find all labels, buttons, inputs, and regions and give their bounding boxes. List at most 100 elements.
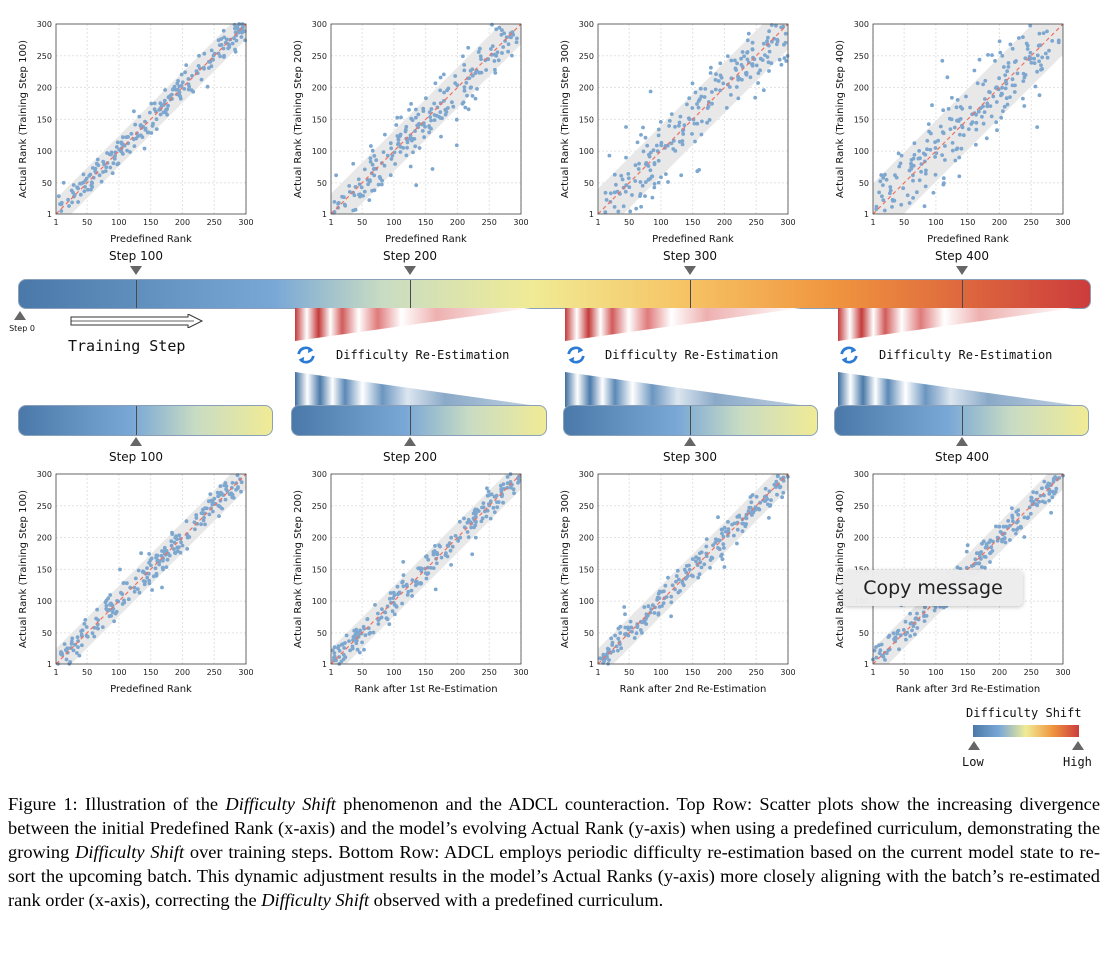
y-tick-label: 300	[37, 470, 52, 479]
scatter-point	[615, 189, 620, 194]
y-tick-label: 50	[317, 629, 327, 638]
scatter-point	[908, 634, 913, 638]
scatter-point	[704, 544, 709, 549]
scatter-point	[1025, 47, 1030, 51]
scatter-point	[895, 629, 900, 634]
scatter-point	[199, 522, 204, 527]
scatter-point	[211, 57, 216, 62]
scatter-point	[922, 619, 927, 623]
scatter-point	[237, 30, 241, 35]
scatter-point	[639, 204, 643, 209]
scatter-point	[1002, 536, 1007, 541]
scatter-point	[218, 504, 222, 509]
scatter-point	[637, 161, 641, 166]
scatter-point	[911, 163, 916, 168]
scatter-point	[989, 114, 994, 119]
scatter-point	[958, 132, 962, 137]
scatter-point	[725, 54, 730, 58]
scatter-point	[659, 175, 663, 180]
scatter-point	[404, 582, 409, 587]
scatter-point	[63, 648, 68, 652]
scatter-point	[404, 124, 409, 129]
scatter-point	[227, 43, 232, 47]
scatter-point	[376, 182, 381, 187]
scatter-point	[740, 521, 745, 526]
y-tick-label: 150	[854, 565, 869, 574]
scatter-point	[630, 629, 634, 634]
scatter-point	[212, 496, 217, 501]
scatter-point	[494, 493, 499, 498]
scatter-point	[209, 48, 214, 53]
scatter-point	[470, 552, 475, 557]
scatter-point	[114, 609, 119, 614]
scatter-point	[96, 618, 100, 622]
scatter-point	[355, 647, 360, 652]
scatter-point	[112, 619, 116, 624]
scatter-point	[638, 628, 643, 632]
scatter-point	[379, 615, 384, 620]
scatter-point	[749, 500, 754, 505]
scatter-point	[433, 544, 437, 548]
scatter-point	[941, 176, 946, 181]
scatter-point	[495, 50, 500, 55]
scatter-point	[491, 505, 496, 510]
scatter-point	[169, 543, 174, 548]
scatter-point	[446, 106, 450, 110]
scatter-point	[161, 567, 165, 572]
scatter-point	[1008, 42, 1013, 47]
scatter-point	[983, 565, 987, 570]
copy-message-tooltip[interactable]: Copy message	[843, 570, 1023, 606]
scatter-point	[376, 611, 380, 616]
scatter-point	[432, 101, 437, 106]
scatter-point	[401, 146, 406, 150]
scatter-point	[750, 47, 755, 52]
scatter-point	[351, 638, 356, 643]
scatter-point	[239, 489, 243, 494]
scatter-point	[911, 178, 915, 183]
scatter-point	[392, 593, 397, 598]
y-tick-label: 1	[322, 660, 327, 669]
scatter-point	[990, 53, 994, 57]
scatter-point	[616, 648, 620, 653]
y-tick-label: 300	[579, 20, 594, 29]
y-tick-label: 150	[312, 115, 327, 124]
x-tick-label: 100	[386, 668, 401, 677]
scatter-point	[1011, 519, 1015, 524]
scatter-point	[640, 631, 644, 635]
scatter-point	[445, 543, 450, 548]
scatter-point	[343, 655, 348, 660]
scatter-point	[427, 110, 432, 115]
y-tick-label: 150	[37, 115, 52, 124]
scatter-point	[1050, 39, 1055, 43]
scatter-point	[138, 133, 143, 138]
scatter-point	[85, 187, 90, 192]
scatter-point	[494, 27, 499, 32]
scatter-point	[966, 127, 971, 131]
scatter-point	[974, 112, 978, 117]
scatter-point	[450, 544, 455, 549]
scatter-point	[170, 530, 174, 535]
scatter-point	[207, 512, 212, 517]
scatter-point	[931, 190, 936, 195]
scatter-point	[697, 572, 702, 577]
scatter-point	[891, 631, 896, 636]
scatter-point	[700, 119, 704, 124]
scatter-point	[779, 62, 784, 67]
scatter-point	[158, 112, 163, 117]
timeline-tick-100	[136, 280, 137, 308]
scatter-point	[649, 607, 654, 611]
scatter-point	[149, 563, 153, 568]
scatter-point	[1006, 519, 1011, 523]
scatter-point	[226, 46, 231, 51]
scatter-point	[145, 566, 149, 570]
x-tick-label: 1	[328, 218, 333, 227]
scatter-point	[97, 173, 102, 178]
scatter-point	[396, 592, 400, 597]
scatter-point	[451, 104, 456, 109]
y-tick-label: 200	[37, 534, 52, 543]
scatter-point	[1019, 525, 1023, 530]
scatter-point	[184, 519, 189, 524]
scatter-point	[675, 568, 680, 573]
scatter-point	[948, 127, 953, 131]
scatter-point	[147, 552, 152, 556]
